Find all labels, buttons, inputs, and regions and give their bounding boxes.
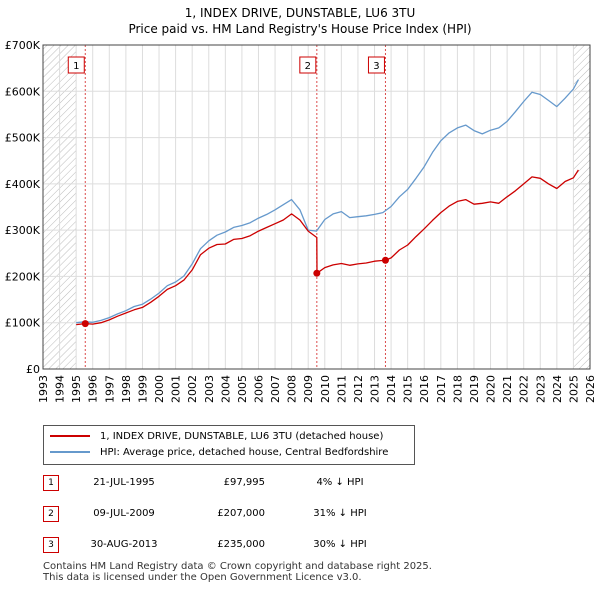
marker-label: 1	[73, 61, 79, 72]
x-tick-label: 2019	[468, 375, 481, 403]
x-tick-label: 2015	[402, 375, 415, 403]
transaction-hpi-diff: 4% ↓ HPI	[316, 477, 364, 488]
hatch-after	[573, 45, 590, 369]
transaction-hpi-diff: 31% ↓ HPI	[313, 508, 367, 519]
x-tick-label: 1997	[103, 375, 116, 403]
x-tick-label: 2005	[236, 375, 249, 403]
legend-swatch-hpi	[50, 451, 90, 453]
transaction-date: 30-AUG-2013	[90, 539, 158, 550]
transaction-date: 21-JUL-1995	[93, 477, 155, 488]
legend-label-hpi: HPI: Average price, detached house, Cent…	[100, 447, 389, 458]
x-tick-label: 2018	[451, 375, 464, 403]
x-tick-label: 2026	[584, 375, 597, 403]
x-tick-label: 2023	[534, 375, 547, 403]
x-tick-label: 2022	[518, 375, 531, 403]
y-tick-label: £200K	[5, 270, 41, 283]
x-tick-label: 2007	[269, 375, 282, 403]
y-tick-label: £700K	[5, 39, 41, 52]
chart-title: 1, INDEX DRIVE, DUNSTABLE, LU6 3TU	[185, 6, 416, 20]
transaction-point	[313, 269, 321, 277]
transaction-price: £235,000	[217, 539, 265, 550]
license-text: This data is licensed under the Open Gov…	[43, 572, 362, 583]
x-tick-label: 2020	[485, 375, 498, 403]
footer: Contains HM Land Registry data © Crown c…	[43, 561, 432, 583]
x-tick-label: 2008	[286, 375, 299, 403]
marker-label: 3	[373, 61, 379, 72]
y-tick-label: £600K	[5, 85, 41, 98]
x-tick-label: 2002	[186, 375, 199, 403]
x-tick-label: 2024	[551, 375, 564, 403]
transaction-price: £97,995	[223, 477, 265, 488]
x-tick-label: 2025	[567, 375, 580, 403]
y-axis: £0 £100K £200K £300K £400K £500K £600K £700K	[5, 39, 41, 376]
legend-item-hpi: HPI: Average price, detached house, Cent…	[50, 446, 388, 460]
x-tick-label: 2003	[203, 375, 216, 403]
x-axis: 1993 1994 1995 1996 1997 1998 1999 2000 2001 2002…	[37, 375, 597, 403]
transaction-marker-badge: 1	[43, 475, 59, 491]
x-tick-label: 2004	[219, 375, 232, 403]
chart-subtitle: Price paid vs. HM Land Registry's House …	[128, 22, 471, 36]
transaction-price: £207,000	[217, 508, 265, 519]
transaction-row: 2 09-JUL-2009 £207,000 31% ↓ HPI	[0, 505, 600, 523]
marker-label: 2	[305, 61, 311, 72]
marker-labels: 1 2 3	[67, 56, 385, 74]
x-tick-label: 1994	[54, 375, 67, 403]
transaction-points	[81, 256, 389, 328]
transaction-point	[81, 320, 89, 328]
marker-label-box	[67, 56, 85, 74]
x-tick-label: 2013	[369, 375, 382, 403]
x-tick-label: 1996	[87, 375, 100, 403]
y-tick-label: £400K	[5, 178, 41, 191]
x-tick-label: 2010	[319, 375, 332, 403]
price-chart: 1, INDEX DRIVE, DUNSTABLE, LU6 3TU Price…	[5, 6, 597, 403]
x-tick-label: 2016	[418, 375, 431, 403]
transaction-row: 1 21-JUL-1995 £97,995 4% ↓ HPI	[0, 474, 600, 492]
y-tick-label: £300K	[5, 224, 41, 237]
hpi-series-line	[76, 79, 579, 324]
x-tick-label: 1995	[70, 375, 83, 403]
x-tick-label: 2006	[252, 375, 265, 403]
transaction-row: 3 30-AUG-2013 £235,000 30% ↓ HPI	[0, 536, 600, 554]
y-tick-label: £500K	[5, 132, 41, 145]
x-tick-label: 2011	[335, 375, 348, 403]
property-series-line	[76, 169, 579, 326]
plot-border	[42, 44, 591, 370]
legend-label-property: 1, INDEX DRIVE, DUNSTABLE, LU6 3TU (deta…	[100, 431, 384, 442]
transaction-vlines	[84, 45, 386, 369]
x-tick-label: 1998	[120, 375, 133, 403]
x-tick-label: 1999	[136, 375, 149, 403]
x-tick-label: 2017	[435, 375, 448, 403]
x-tick-label: 2021	[501, 375, 514, 403]
transaction-hpi-diff: 30% ↓ HPI	[313, 539, 367, 550]
transaction-marker-badge: 3	[43, 537, 59, 553]
legend: 1, INDEX DRIVE, DUNSTABLE, LU6 3TU (deta…	[43, 425, 415, 465]
x-tick-label: 2001	[170, 375, 183, 403]
transaction-date: 09-JUL-2009	[93, 508, 155, 519]
y-tick-label: £100K	[5, 317, 41, 330]
copyright-text: Contains HM Land Registry data © Crown c…	[43, 561, 432, 572]
transaction-marker-badge: 2	[43, 506, 59, 522]
transaction-point	[381, 256, 389, 264]
x-tick-label: 2014	[385, 375, 398, 403]
x-tick-label: 2009	[302, 375, 315, 403]
legend-item-property: 1, INDEX DRIVE, DUNSTABLE, LU6 3TU (deta…	[50, 430, 383, 444]
y-tick-label: £0	[26, 363, 40, 376]
x-tick-label: 2000	[153, 375, 166, 403]
legend-swatch-property	[50, 435, 90, 437]
series-lines	[76, 79, 579, 326]
x-tick-label: 1993	[37, 375, 50, 403]
marker-label-box	[367, 56, 385, 74]
marker-label-box	[299, 56, 317, 74]
x-tick-label: 2012	[352, 375, 365, 403]
